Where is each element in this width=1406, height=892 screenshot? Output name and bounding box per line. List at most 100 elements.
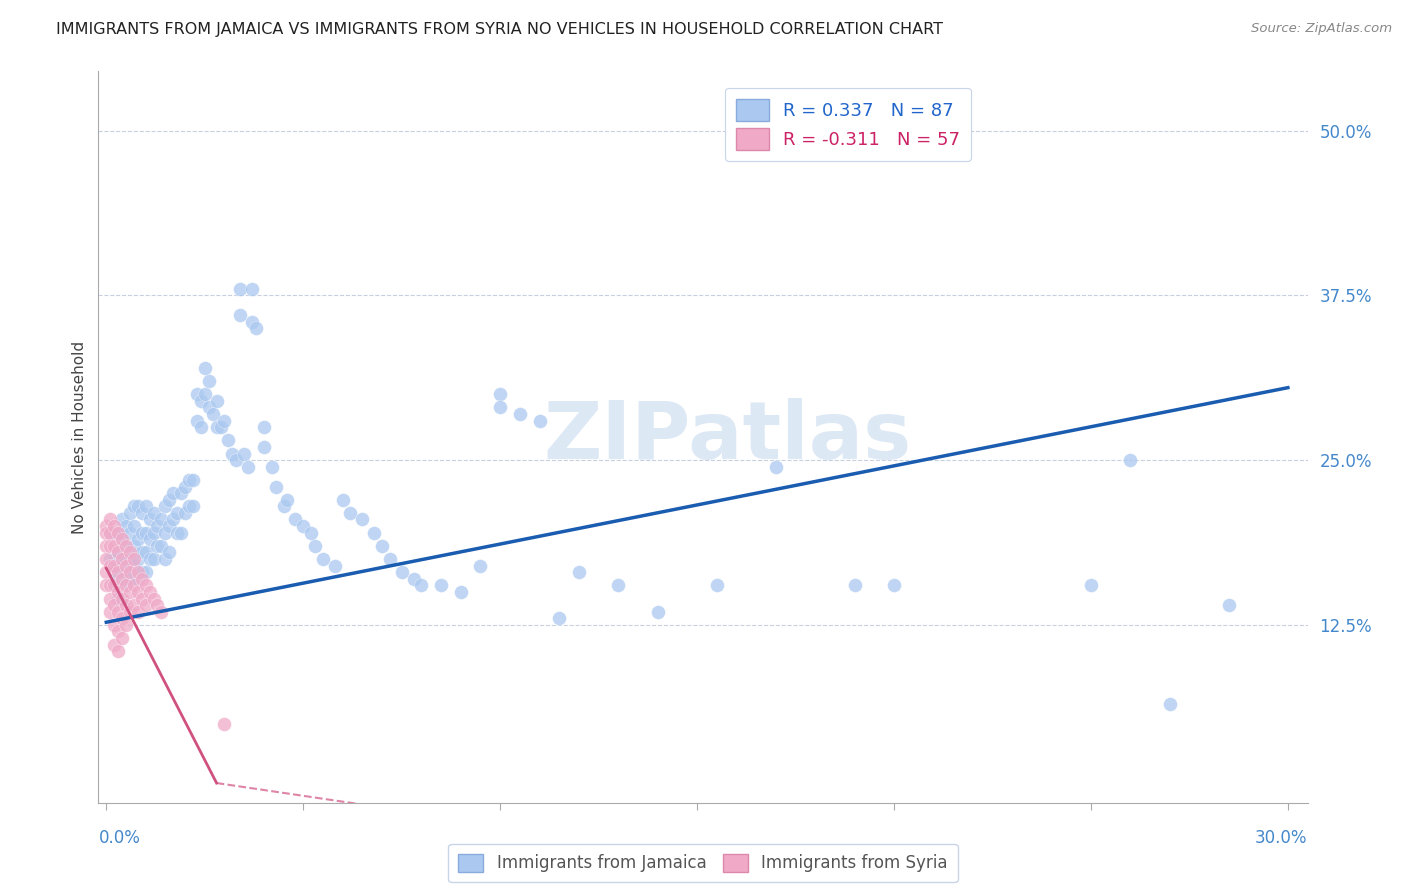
- Point: [292, 519, 315, 533]
- Point: [122, 552, 145, 566]
- Point: [131, 506, 153, 520]
- Point: [118, 552, 141, 566]
- Point: [304, 539, 326, 553]
- Point: [150, 605, 173, 619]
- Point: [138, 552, 160, 566]
- Point: [155, 525, 177, 540]
- Point: [107, 572, 129, 586]
- Point: [96, 519, 118, 533]
- Point: [150, 539, 173, 553]
- Point: [103, 578, 125, 592]
- Point: [103, 558, 125, 573]
- Point: [1218, 598, 1240, 612]
- Point: [135, 565, 157, 579]
- Point: [181, 500, 204, 514]
- Point: [111, 533, 134, 547]
- Point: [111, 552, 134, 566]
- Point: [312, 552, 335, 566]
- Point: [197, 401, 219, 415]
- Point: [1119, 453, 1142, 467]
- Point: [142, 506, 165, 520]
- Point: [103, 638, 125, 652]
- Point: [111, 591, 134, 606]
- Point: [142, 552, 165, 566]
- Point: [352, 512, 374, 526]
- Point: [131, 591, 153, 606]
- Point: [98, 605, 121, 619]
- Legend: Immigrants from Jamaica, Immigrants from Syria: Immigrants from Jamaica, Immigrants from…: [449, 844, 957, 882]
- Point: [115, 578, 138, 592]
- Point: [115, 618, 138, 632]
- Point: [284, 512, 307, 526]
- Point: [103, 618, 125, 632]
- Point: [273, 500, 295, 514]
- Point: [174, 506, 197, 520]
- Text: 0.0%: 0.0%: [98, 829, 141, 847]
- Point: [122, 500, 145, 514]
- Point: [111, 572, 134, 586]
- Point: [647, 605, 669, 619]
- Point: [138, 585, 160, 599]
- Point: [186, 387, 208, 401]
- Point: [411, 578, 433, 592]
- Point: [96, 525, 118, 540]
- Point: [127, 565, 149, 579]
- Point: [138, 533, 160, 547]
- Point: [170, 486, 193, 500]
- Point: [115, 519, 138, 533]
- Point: [107, 545, 129, 559]
- Point: [127, 500, 149, 514]
- Point: [135, 578, 157, 592]
- Point: [240, 282, 263, 296]
- Point: [363, 525, 385, 540]
- Point: [115, 578, 138, 592]
- Point: [205, 393, 228, 408]
- Point: [1080, 578, 1102, 592]
- Point: [844, 578, 866, 592]
- Point: [332, 492, 354, 507]
- Point: [103, 525, 125, 540]
- Point: [142, 591, 165, 606]
- Point: [209, 420, 232, 434]
- Point: [194, 387, 217, 401]
- Point: [131, 565, 153, 579]
- Point: [229, 282, 252, 296]
- Point: [111, 572, 134, 586]
- Point: [323, 558, 346, 573]
- Point: [115, 558, 138, 573]
- Point: [107, 525, 129, 540]
- Point: [103, 552, 125, 566]
- Point: [186, 414, 208, 428]
- Point: [155, 552, 177, 566]
- Point: [107, 591, 129, 606]
- Point: [177, 473, 200, 487]
- Point: [118, 525, 141, 540]
- Point: [607, 578, 630, 592]
- Point: [127, 533, 149, 547]
- Point: [115, 565, 138, 579]
- Point: [122, 539, 145, 553]
- Point: [146, 539, 169, 553]
- Point: [135, 598, 157, 612]
- Point: [103, 598, 125, 612]
- Point: [765, 459, 787, 474]
- Point: [378, 552, 401, 566]
- Point: [107, 624, 129, 639]
- Point: [103, 519, 125, 533]
- Point: [131, 545, 153, 559]
- Point: [221, 446, 243, 460]
- Point: [107, 525, 129, 540]
- Point: [118, 572, 141, 586]
- Point: [157, 492, 180, 507]
- Point: [299, 525, 322, 540]
- Point: [127, 585, 149, 599]
- Point: [146, 598, 169, 612]
- Point: [276, 492, 298, 507]
- Point: [190, 420, 212, 434]
- Point: [205, 420, 228, 434]
- Point: [214, 716, 236, 731]
- Point: [122, 578, 145, 592]
- Point: [98, 512, 121, 526]
- Point: [391, 565, 413, 579]
- Point: [111, 591, 134, 606]
